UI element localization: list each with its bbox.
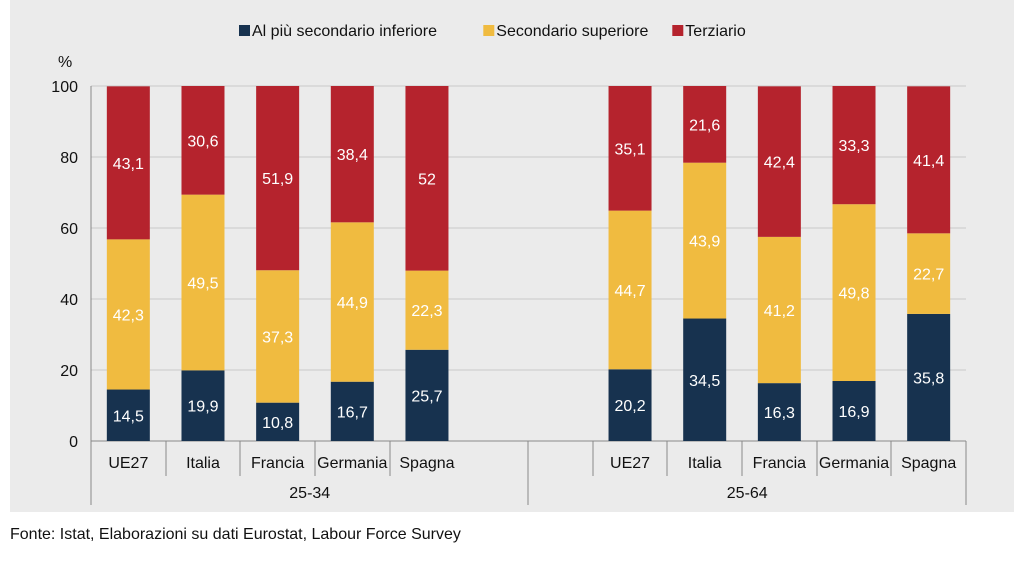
group-label: 25-64: [727, 485, 768, 502]
bar-segment: [608, 210, 652, 370]
bar-segment: [832, 204, 876, 382]
y-tick-label-40: 40: [60, 292, 78, 309]
data-label: 16,9: [838, 404, 869, 421]
bar-segment: [907, 86, 951, 234]
data-label: 16,7: [337, 404, 368, 421]
data-label: 25,7: [411, 388, 442, 405]
y-unit-label: %: [58, 54, 72, 71]
data-label: 37,3: [262, 329, 293, 346]
data-label: 21,6: [689, 117, 720, 134]
data-label: 49,8: [838, 286, 869, 303]
bar-segment: [757, 86, 801, 237]
legend-swatch: [672, 25, 684, 36]
data-label: 52: [418, 171, 436, 188]
data-label: 19,9: [187, 399, 218, 416]
x-tick-label: Spagna: [901, 455, 956, 472]
data-label: 49,5: [187, 275, 218, 292]
bar-segment: [181, 86, 225, 195]
bar-segment: [106, 389, 150, 441]
bar-segment: [683, 318, 727, 441]
bar-segment: [106, 239, 150, 390]
data-label: 34,5: [689, 373, 720, 390]
y-tick-label-80: 80: [60, 150, 78, 167]
data-label: 42,4: [764, 155, 795, 172]
bar-segment: [256, 86, 300, 271]
group-label: 25-34: [289, 485, 330, 502]
data-label: 22,3: [411, 303, 442, 320]
x-tick-label: Germania: [317, 455, 387, 472]
source-note: Fonte: Istat, Elaborazioni su dati Euros…: [10, 526, 461, 543]
bar-segment: [256, 402, 300, 441]
bar-segment: [907, 313, 951, 441]
bar-segment: [683, 162, 727, 319]
legend-label: Secondario superiore: [496, 23, 648, 40]
data-label: 44,9: [337, 295, 368, 312]
data-label: 44,7: [614, 283, 645, 300]
bar-segment: [907, 233, 951, 314]
data-label: 22,7: [913, 267, 944, 284]
bar-segment: [757, 236, 801, 384]
bar-segment: [330, 86, 374, 223]
data-label: 35,8: [913, 370, 944, 387]
data-label: 20,2: [614, 398, 645, 415]
x-tick-label: Francia: [251, 455, 304, 472]
x-tick-label: Italia: [688, 455, 722, 472]
bar-segment: [608, 369, 652, 441]
bar-segment: [256, 270, 300, 403]
data-label: 41,2: [764, 303, 795, 320]
chart-panel: 0 20 40 60 80 100% 14,5 42,3 43,1 19,9 49,5 30,6 10,…: [10, 0, 1014, 512]
bar-segment: [608, 86, 652, 211]
bar-segment: [683, 86, 727, 163]
bar-segment: [181, 194, 225, 371]
data-label: 35,1: [614, 141, 645, 158]
bar-segment: [330, 222, 374, 382]
legend-label: Terziario: [685, 23, 746, 40]
x-tick-label: Francia: [753, 455, 806, 472]
data-label: 38,4: [337, 147, 368, 164]
bar-segment: [832, 381, 876, 441]
data-label: 30,6: [187, 133, 218, 150]
x-tick-label: UE27: [108, 455, 148, 472]
data-label: 10,8: [262, 415, 293, 432]
data-label: 33,3: [838, 138, 869, 155]
stacked-bar-chart: 0 20 40 60 80 100% 14,5 42,3 43,1 19,9 49,5 30,6 10,…: [51, 23, 967, 505]
data-label: 43,1: [113, 156, 144, 173]
bar-segment: [405, 270, 449, 350]
data-label: 41,4: [913, 153, 944, 170]
data-label: 16,3: [764, 405, 795, 422]
y-tick-label-20: 20: [60, 363, 78, 380]
legend-swatch: [239, 25, 250, 36]
bar-segment: [832, 86, 876, 205]
bar-segment: [106, 86, 150, 240]
y-tick-label-100: 100: [51, 79, 78, 96]
bar-segment: [330, 381, 374, 441]
data-label: 14,5: [113, 408, 144, 425]
bar-segment: [405, 86, 449, 271]
data-label: 51,9: [262, 171, 293, 188]
bar-segment: [181, 370, 225, 441]
legend-label: Al più secondario inferiore: [252, 23, 437, 40]
x-tick-label: UE27: [610, 455, 650, 472]
bar-segment: [405, 349, 449, 441]
x-tick-label: Spagna: [399, 455, 454, 472]
legend-swatch: [483, 25, 495, 36]
y-tick-label-60: 60: [60, 221, 78, 238]
x-tick-label: Germania: [819, 455, 889, 472]
data-label: 43,9: [689, 234, 720, 251]
y-tick-label-0: 0: [69, 434, 78, 451]
x-tick-label: Italia: [186, 455, 220, 472]
data-label: 42,3: [113, 307, 144, 324]
bar-segment: [757, 383, 801, 441]
